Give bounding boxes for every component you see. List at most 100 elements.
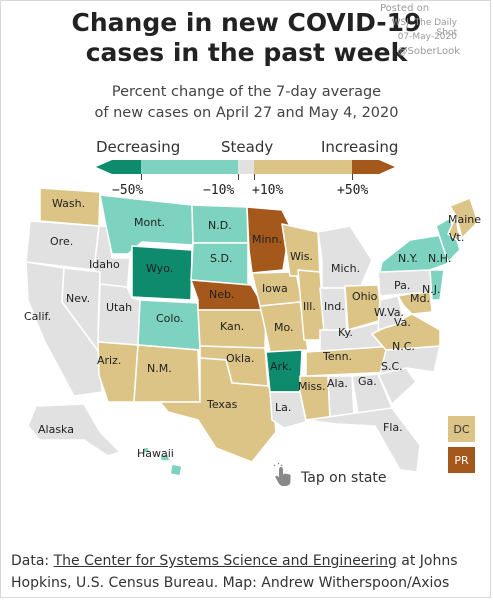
state-label-tenn: Tenn. [322,350,352,363]
state-label-ark: Ark. [270,360,292,373]
legend-tick-label: +10% [252,183,284,198]
title-line-2: cases in the past week [85,38,408,67]
legend-arrow-left [96,160,112,174]
chart-subtitle: Percent change of the 7-day average of n… [0,82,493,124]
state-minn[interactable] [246,206,291,274]
subtitle-line-2: of new cases on April 27 and May 4, 2020 [94,105,399,121]
state-label-wash: Wash. [52,197,85,210]
state-label-ohio: Ohio [352,290,378,303]
source-rest: at Johns Hopkins, U.S. Census Bureau. Ma… [11,553,458,591]
state-label-nev: Nev. [66,292,90,305]
state-label-alaska: Alaska [38,423,74,436]
state-label-vt: Vt. [449,231,464,244]
territory-pr[interactable]: PR [448,447,475,473]
state-label-calif: Calif. [24,310,51,323]
state-label-n-m: N.M. [147,362,172,375]
legend-tick-label: +50% [337,183,369,198]
state-label-pa: Pa. [394,279,410,292]
state-label-mich: Mich. [331,262,360,275]
state-label-neb: Neb. [209,288,234,301]
state-label-miss: Miss. [298,380,326,393]
state-label-ill: Ill. [303,300,316,313]
state-fla[interactable] [305,407,421,473]
state-label-n-y: N.Y. [398,252,418,265]
state-label-texas: Texas [206,398,238,411]
state-ariz[interactable] [97,341,139,403]
state-label-ariz: Ariz. [97,354,121,367]
state-label-minn: Minn. [252,233,282,246]
territory-dc-label: DC [453,422,470,436]
legend-tick-label: −50% [112,183,144,198]
state-label-wyo: Wyo. [146,262,173,275]
legend-swatch-strong-decrease [112,160,141,174]
state-label-n-j: N.J. [422,283,440,296]
watermark-posted: Posted on [380,3,430,14]
state-n-h[interactable] [435,217,461,263]
state-hawaii[interactable] [141,446,183,477]
state-label-s-d: S.D. [210,252,232,265]
state-label-n-h: N.H. [428,252,451,265]
state-label-idaho: Idaho [89,258,120,271]
state-colo[interactable] [137,299,201,351]
state-label-colo: Colo. [156,312,184,325]
source-prefix: Data: [11,553,54,569]
state-label-utah: Utah [106,301,132,314]
state-label-ky: Ky. [338,326,353,339]
state-la[interactable] [269,391,307,429]
state-label-wis: Wis. [290,250,313,263]
state-label-ind: Ind. [324,300,345,313]
states-layer [25,187,479,477]
title-line-1: Change in new COVID-19 [71,8,422,37]
state-label-n-c: N.C. [392,340,415,353]
legend-steady-label: Steady [221,138,274,156]
state-label-va: Va. [394,316,411,329]
state-label-hawaii: Hawaii [137,447,174,460]
state-label-mont: Mont. [134,216,165,229]
chart-title: Change in new COVID-19 cases in the past… [0,8,493,68]
state-label-okla: Okla. [226,352,254,365]
state-label-ore: Ore. [50,235,73,248]
subtitle-line-1: Percent change of the 7-day average [111,84,382,100]
legend-swatch-decrease [141,160,238,174]
state-w-va[interactable] [377,295,405,331]
legend-tick-label: −10% [203,183,235,198]
state-n-j[interactable] [429,269,445,301]
source-note: Data: The Center for Systems Science and… [11,550,486,594]
watermark-handle: @SoberLook [397,46,461,57]
state-label-iowa: Iowa [262,282,288,295]
state-label-mo: Mo. [274,321,294,334]
watermark-date: 07-May-2020 [397,32,457,42]
state-maine[interactable] [449,197,479,239]
watermark-source: WSJ: The Daily Shot [391,18,457,38]
state-label-n-d: N.D. [208,219,232,232]
state-n-y[interactable] [379,233,453,273]
state-alaska[interactable] [27,403,121,457]
state-label-w-va: W.Va. [374,306,404,319]
state-label-ga: Ga. [358,375,377,388]
legend-increasing-label: Increasing [321,138,399,156]
legend-swatch-strong-increase [352,160,379,174]
state-va[interactable] [371,313,441,351]
state-labels-layer: Wash. Ore. Calif. Idaho Nev. Utah Ariz. Mont. Wy… [24,197,481,460]
legend-arrow-right [379,160,395,174]
state-label-ala: Ala. [327,377,348,390]
legend-color-bar [96,160,395,174]
legend-swatch-increase [254,160,352,174]
state-label-maine: Maine [448,213,481,226]
tap-hand-icon [273,462,291,486]
territory-pr-label: PR [454,453,469,467]
legend-swatch-steady [238,160,254,174]
state-mich[interactable] [317,225,373,289]
tap-hint-text: Tap on state [301,470,387,486]
state-label-kan: Kan. [220,320,244,333]
state-wyo[interactable] [131,245,193,301]
territory-dc[interactable]: DC [448,416,475,442]
source-link[interactable]: The Center for Systems Science and Engin… [53,553,397,569]
state-label-s-c: S.C. [381,360,403,373]
state-label-fla: Fla. [383,421,403,434]
tap-on-state-hint[interactable]: Tap on state [277,470,387,486]
state-texas[interactable] [159,357,277,463]
state-label-la: La. [275,401,291,414]
